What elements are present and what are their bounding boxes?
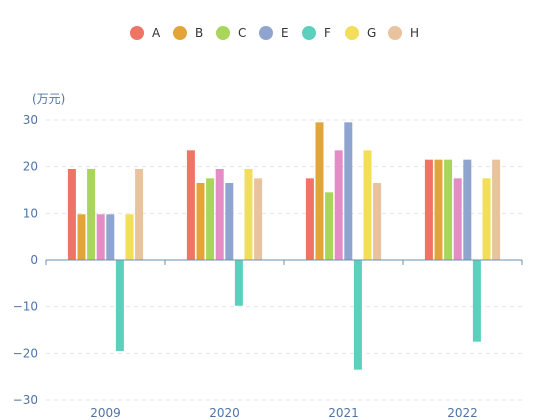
bar-h-2020[interactable] (254, 178, 263, 260)
bar-f-2021[interactable] (353, 260, 362, 370)
bar-a-2022[interactable] (424, 159, 433, 260)
bar-h-2009[interactable] (135, 169, 144, 260)
legend-label-a: A (152, 26, 161, 40)
bar-f-2022[interactable] (472, 260, 481, 342)
bar-g-2020[interactable] (244, 169, 253, 260)
legend-marker-b[interactable] (173, 26, 187, 40)
y-axis: 30 20 10 0 −10 −20 −30 (13, 113, 38, 407)
bar-a-2009[interactable] (67, 169, 76, 260)
y-tick-label: 30 (23, 113, 38, 127)
bar-g-2021[interactable] (363, 150, 372, 260)
bar-e-2022[interactable] (463, 159, 472, 260)
bar-b-2022[interactable] (434, 159, 443, 260)
bar-h-2022[interactable] (492, 159, 501, 260)
x-tick-label-2021: 2021 (328, 406, 359, 420)
legend-marker-g[interactable] (345, 26, 359, 40)
legend-marker-e[interactable] (259, 26, 273, 40)
bar-g-2009[interactable] (125, 214, 134, 260)
bar-d-2020[interactable] (215, 169, 224, 260)
legend-label-c: C (238, 26, 246, 40)
bar-c-2021[interactable] (325, 192, 334, 260)
x-tick-label-2022: 2022 (447, 406, 478, 420)
x-tick-label-2020: 2020 (209, 406, 240, 420)
bar-f-2009[interactable] (115, 260, 124, 351)
bar-e-2009[interactable] (106, 214, 115, 260)
bar-c-2020[interactable] (206, 178, 215, 260)
legend-marker-f[interactable] (302, 26, 316, 40)
y-tick-label: 20 (23, 160, 38, 174)
y-tick-label: 10 (23, 206, 38, 220)
bar-f-2020[interactable] (234, 260, 243, 306)
bar-b-2020[interactable] (196, 183, 205, 260)
bar-a-2021[interactable] (305, 178, 314, 260)
legend-marker-h[interactable] (388, 26, 402, 40)
bar-c-2009[interactable] (87, 169, 96, 260)
bar-d-2021[interactable] (334, 150, 343, 260)
y-tick-label: −10 (13, 300, 38, 314)
y-axis-unit-label: (万元) (32, 92, 65, 106)
bar-b-2021[interactable] (315, 122, 324, 260)
x-tick-label-2009: 2009 (90, 406, 121, 420)
bars (67, 122, 501, 370)
bar-g-2022[interactable] (482, 178, 491, 260)
bar-b-2009[interactable] (77, 214, 86, 260)
legend-label-b: B (195, 26, 203, 40)
legend-label-h: H (410, 26, 419, 40)
bar-c-2022[interactable] (444, 159, 453, 260)
y-tick-label: −20 (13, 346, 38, 360)
y-tick-label: 0 (30, 253, 38, 267)
bar-h-2021[interactable] (373, 183, 382, 260)
legend-label-g: G (367, 26, 376, 40)
legend-marker-c[interactable] (216, 26, 230, 40)
y-tick-label: −30 (13, 393, 38, 407)
legend-label-e: E (281, 26, 289, 40)
bar-d-2009[interactable] (96, 214, 105, 260)
x-axis: 2009 2020 2021 2022 (45, 259, 523, 420)
legend-marker-a[interactable] (130, 26, 144, 40)
bar-d-2022[interactable] (453, 178, 462, 260)
legend-label-f: F (324, 26, 331, 40)
bar-a-2020[interactable] (186, 150, 195, 260)
bar-e-2020[interactable] (225, 183, 234, 260)
bar-e-2021[interactable] (344, 122, 353, 260)
